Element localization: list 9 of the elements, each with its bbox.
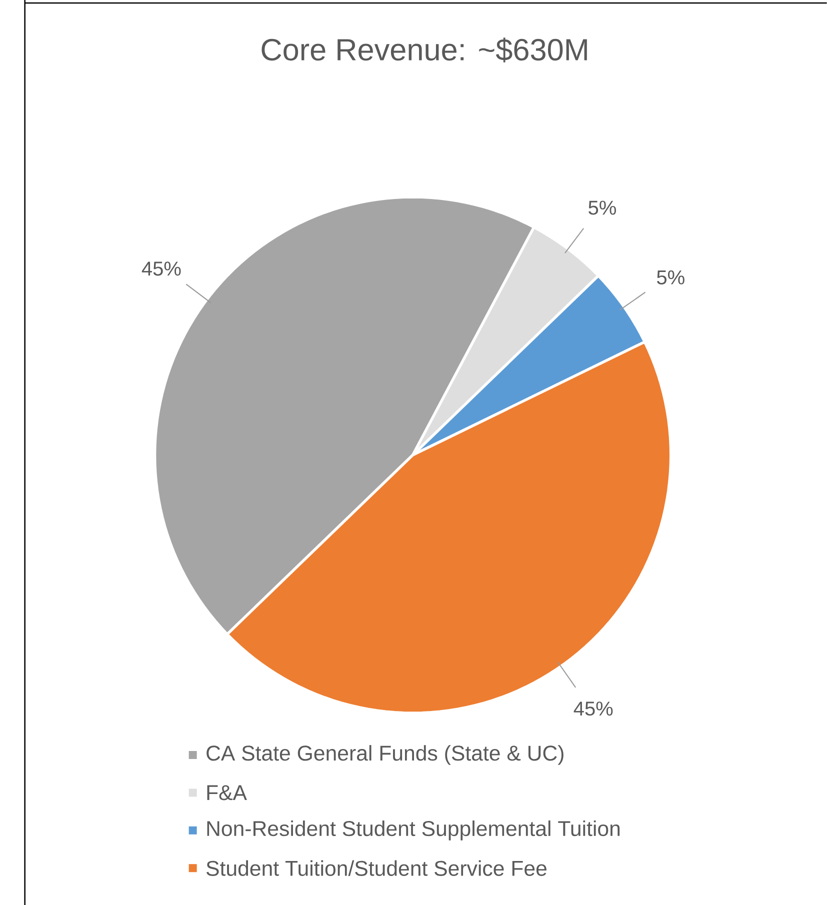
legend-label: F&A [207,785,248,800]
data-label: 45% [574,702,613,716]
legend-label: Student Tuition/Student Service Fee [206,860,547,876]
chart-title: Core Revenue: ~$630M [262,38,587,62]
legend-label: Non-Resident Student Supplemental Tuition [207,820,620,840]
legend-label: CA State General Funds (State & UC) [206,745,564,765]
data-label: 5% [588,200,616,215]
data-label: 5% [657,270,684,284]
data-label: 45% [142,262,181,276]
